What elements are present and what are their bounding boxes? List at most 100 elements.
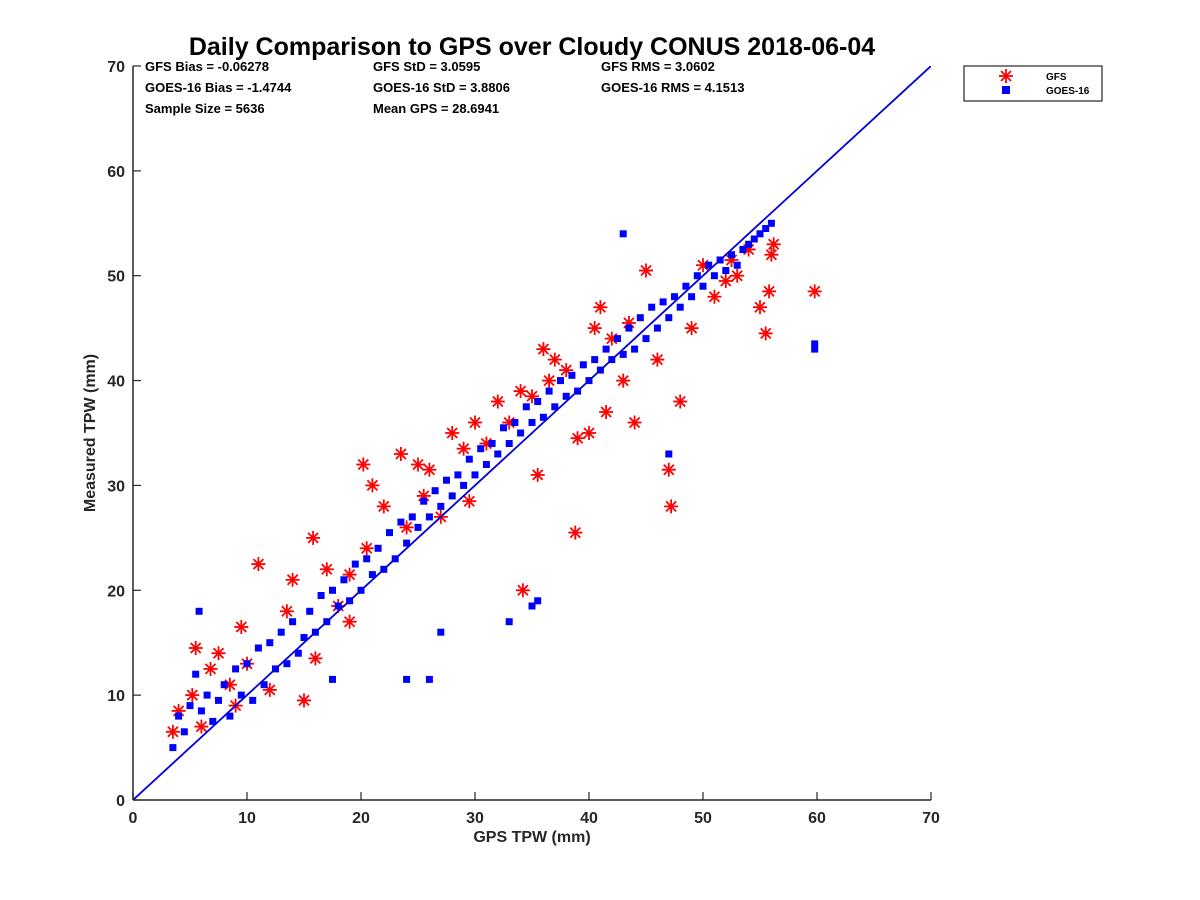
- gfs-point: [285, 572, 300, 587]
- gfs-point: [513, 384, 528, 399]
- x-tick-label: 20: [352, 810, 370, 827]
- goes-point: [425, 675, 433, 683]
- goes-point: [334, 602, 342, 610]
- y-tick-label: 40: [107, 374, 125, 391]
- goes-point: [693, 272, 701, 280]
- gfs-point: [203, 661, 218, 676]
- gfs-point: [234, 620, 249, 634]
- goes-point: [425, 513, 433, 521]
- goes-point: [528, 602, 536, 610]
- gfs-point: [599, 405, 614, 419]
- goes-point: [368, 571, 376, 579]
- goes-point: [403, 539, 411, 547]
- goes-point: [710, 272, 718, 280]
- goes-point: [374, 544, 382, 552]
- goes-point: [283, 660, 291, 668]
- gfs-point: [547, 352, 562, 367]
- goes-point: [767, 219, 775, 227]
- y-tick-label: 10: [107, 688, 125, 705]
- gfs-point: [356, 457, 371, 472]
- x-tick-label: 60: [808, 810, 826, 827]
- goes-point: [266, 639, 274, 647]
- goes-point: [500, 424, 507, 432]
- goes-point: [454, 471, 462, 479]
- gfs-point: [279, 604, 294, 619]
- goes-point: [539, 413, 547, 421]
- gfs-point: [445, 426, 460, 440]
- gfs-point: [393, 447, 408, 461]
- goes-point: [699, 282, 707, 290]
- goes-point: [551, 403, 559, 411]
- stat-goes-std: GOES-16 StD = 3.8806: [373, 80, 510, 95]
- goes-point: [728, 251, 735, 259]
- goes-point: [386, 529, 393, 537]
- goes-point: [745, 240, 753, 248]
- x-tick-label: 30: [466, 810, 484, 827]
- goes-point: [226, 712, 234, 720]
- goes-point: [750, 235, 758, 243]
- x-tick-label: 40: [580, 810, 598, 827]
- goes-point: [329, 586, 336, 594]
- goes-point: [505, 440, 513, 447]
- gfs-point: [188, 641, 203, 655]
- gfs-point: [542, 373, 557, 388]
- goes-point: [705, 261, 713, 269]
- x-tick-label: 0: [129, 810, 138, 827]
- goes-point: [448, 492, 456, 500]
- gfs-point: [211, 646, 226, 661]
- gfs-point: [165, 724, 180, 739]
- stat-mean-gps: Mean GPS = 28.6941: [373, 101, 499, 116]
- gfs-point: [462, 494, 477, 509]
- goes-point: [811, 345, 819, 353]
- gfs-point: [753, 300, 767, 315]
- y-ticks: 0 10 20 30 40 50 60 70: [107, 59, 141, 810]
- goes-point: [437, 502, 445, 510]
- goes-point: [482, 461, 490, 468]
- gfs-point: [764, 247, 779, 262]
- one-to-one-line: [133, 66, 931, 800]
- goes-point: [169, 744, 177, 752]
- goes-point: [648, 303, 656, 311]
- goes-point: [254, 644, 262, 652]
- y-tick-label: 0: [116, 793, 125, 810]
- reference-line-layer: [133, 66, 931, 800]
- gfs-point: [422, 462, 437, 477]
- stat-gfs-rms: GFS RMS = 3.0602: [601, 59, 715, 74]
- gfs-point: [570, 431, 585, 446]
- gfs-point: [515, 583, 530, 598]
- goes-point: [477, 445, 485, 453]
- goes-point: [494, 450, 502, 458]
- goes-point: [300, 634, 308, 641]
- goes-point: [619, 230, 627, 238]
- x-ticks: 0 10 20 30 40 50 60 70: [129, 792, 940, 827]
- goes-point: [676, 303, 684, 311]
- y-axis-label: Measured TPW (mm): [82, 354, 99, 512]
- goes-point: [340, 576, 348, 584]
- goes-point: [220, 681, 228, 689]
- legend-marker-goes: [1002, 86, 1010, 94]
- goes-point: [203, 691, 211, 699]
- goes-point: [175, 712, 183, 720]
- goes-point: [443, 476, 450, 484]
- gfs-point: [185, 688, 200, 703]
- goes-point: [619, 350, 627, 358]
- goes-point: [488, 440, 496, 447]
- gfs-point: [650, 352, 665, 367]
- gfs-point: [593, 300, 608, 315]
- gfs-point: [664, 499, 679, 514]
- goes-point: [528, 419, 536, 426]
- goes-point: [195, 607, 203, 615]
- x-tick-label: 10: [238, 810, 256, 827]
- gfs-point: [718, 274, 733, 288]
- goes-point: [471, 471, 479, 479]
- gfs-point: [568, 525, 583, 540]
- gfs-point: [766, 237, 781, 252]
- gfs-point: [456, 441, 471, 456]
- x-tick-label: 50: [694, 810, 712, 827]
- gfs-point: [707, 289, 722, 304]
- goes-point: [465, 455, 473, 463]
- gfs-point: [661, 462, 676, 477]
- goes-point: [557, 377, 564, 385]
- gfs-point: [411, 457, 425, 472]
- goes-point: [545, 387, 553, 395]
